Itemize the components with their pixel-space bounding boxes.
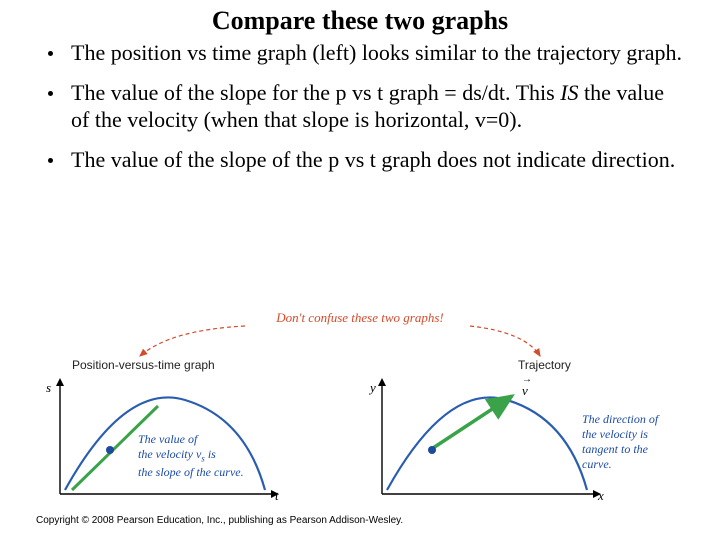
bullet-item: The position vs time graph (left) looks … [48,40,682,66]
bullet-dot [48,158,53,163]
bullet-pre: The value of the slope for the p vs t gr… [71,80,560,105]
page-title: Compare these two graphs [0,0,720,40]
left-annotation: The value of the velocity vs is the slop… [138,432,288,480]
bullet-dot [48,51,53,56]
bullet-text: The position vs time graph (left) looks … [71,40,682,66]
right-panel-label: Trajectory [518,358,571,372]
bullet-dot [48,91,53,96]
left-panel-label: Position-versus-time graph [72,358,215,372]
bullet-item: The value of the slope of the p vs t gra… [48,147,682,173]
copyright-text: Copyright © 2008 Pearson Education, Inc.… [36,515,403,526]
bullet-list: The position vs time graph (left) looks … [0,40,720,174]
bullet-item: The value of the slope for the p vs t gr… [48,80,682,133]
bullet-text: The value of the slope for the p vs t gr… [71,80,682,133]
comparison-figure: Don't confuse these two graphs! Position… [50,312,670,512]
bullet-emph: IS [560,80,578,105]
bullet-text: The value of the slope of the p vs t gra… [71,147,682,173]
right-annotation: The direction of the velocity is tangent… [582,412,692,472]
